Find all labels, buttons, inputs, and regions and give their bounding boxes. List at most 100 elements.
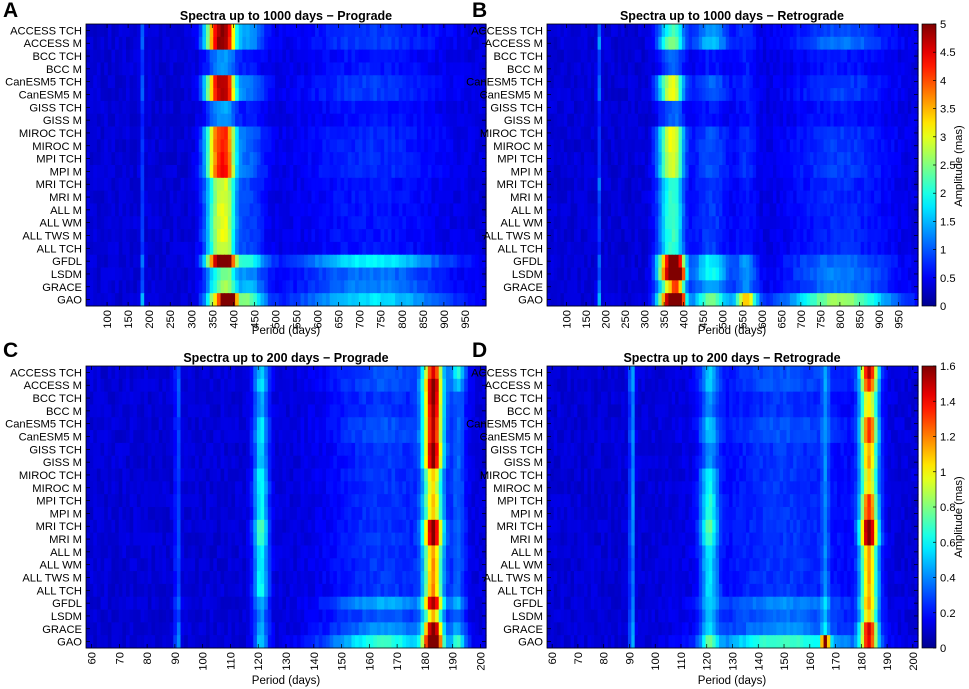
heat-cell: [557, 126, 562, 140]
heat-cell: [162, 254, 167, 268]
heat-cell: [661, 165, 666, 179]
heat-cell: [759, 88, 764, 102]
heat-cell: [129, 139, 134, 153]
heat-cell: [783, 126, 788, 140]
heat-cell: [216, 267, 222, 281]
heat-cell: [843, 241, 848, 256]
heat-cell: [173, 62, 178, 76]
heat-cell: [607, 100, 612, 115]
heat-cell: [402, 75, 407, 89]
heat-cell: [380, 100, 385, 115]
heat-cell: [772, 216, 777, 230]
heat-cell: [293, 216, 298, 230]
heat-cell: [830, 293, 835, 307]
heat-cell: [206, 152, 211, 166]
heat-cell: [580, 100, 585, 115]
heat-cell: [395, 100, 400, 115]
heat-cell: [722, 254, 727, 268]
heat-cell: [611, 100, 616, 115]
heat-cell: [191, 190, 196, 204]
heat-cell: [253, 88, 258, 102]
heat-cell: [840, 62, 845, 76]
heat-cell: [796, 203, 801, 217]
heat-cell: [847, 100, 852, 115]
heat-cell: [833, 36, 838, 51]
heat-cell: [366, 75, 371, 89]
heat-cell: [600, 190, 605, 204]
heat-cell: [631, 24, 636, 38]
heat-cell: [587, 203, 592, 217]
heat-cell: [409, 267, 414, 281]
heat-cell: [260, 152, 265, 166]
heat-cell: [864, 280, 869, 294]
heat-cell: [907, 293, 912, 307]
heat-cell: [224, 36, 229, 51]
heat-cell: [296, 203, 302, 217]
heat-cell: [264, 36, 269, 51]
heat-cell: [180, 62, 185, 76]
heat-cell: [231, 88, 236, 102]
heat-cell: [826, 139, 831, 153]
heat-cell: [796, 24, 801, 38]
heat-cell: [151, 139, 156, 153]
heat-cell: [307, 88, 313, 102]
heat-cell: [209, 36, 214, 51]
heat-cell: [665, 24, 670, 38]
heat-cell: [884, 24, 889, 38]
heat-cell: [580, 36, 585, 51]
heat-cell: [638, 190, 643, 204]
heat-cell: [567, 152, 572, 166]
heat-cell: [739, 88, 744, 102]
heat-cell: [850, 203, 855, 217]
heat-cell: [155, 216, 160, 230]
heat-cell: [786, 203, 791, 217]
heat-cell: [810, 24, 815, 38]
heat-cell: [698, 203, 703, 217]
heat-cell: [446, 126, 451, 140]
heat-cell: [735, 62, 740, 76]
heat-cell: [366, 203, 371, 217]
heat-cell: [209, 216, 214, 230]
x-tick-label: 450: [249, 310, 261, 329]
heat-cell: [166, 152, 171, 166]
heat-cell: [732, 152, 737, 166]
heat-cell: [665, 203, 670, 217]
heat-cell: [111, 75, 116, 89]
heat-cell: [238, 24, 243, 38]
heat-cell: [762, 254, 767, 268]
heat-cell: [453, 229, 458, 243]
heat-cell: [853, 229, 858, 243]
heat-cell: [413, 177, 418, 192]
heat-cell: [471, 88, 476, 102]
heat-cell: [634, 229, 639, 243]
heat-cell: [894, 293, 899, 307]
heat-cell: [256, 152, 262, 166]
heat-cell: [712, 229, 717, 243]
heat-cell: [129, 216, 134, 230]
heat-cell: [213, 280, 218, 294]
heat-cell: [570, 165, 575, 179]
heat-cell: [584, 267, 589, 281]
heat-cell: [416, 75, 422, 89]
heat-cell: [206, 113, 211, 127]
heat-cell: [688, 62, 693, 76]
heat-cell: [275, 293, 280, 307]
heat-cell: [870, 152, 875, 166]
heat-cell: [464, 24, 469, 38]
heat-cell: [93, 139, 98, 153]
heat-cell: [129, 293, 134, 307]
heat-cell: [111, 36, 116, 51]
heat-cell: [475, 267, 480, 281]
heat-cell: [907, 49, 912, 63]
heat-cell: [173, 267, 178, 281]
heat-cell: [329, 75, 334, 89]
heat-cell: [213, 241, 218, 256]
heat-cell: [420, 267, 425, 281]
heat-cell: [816, 293, 821, 307]
heat-cell: [671, 36, 676, 51]
heat-cell: [460, 126, 465, 140]
heat-cell: [395, 241, 400, 256]
heat-cell: [850, 88, 855, 102]
heat-cell: [318, 267, 323, 281]
heat-cell: [140, 280, 145, 294]
